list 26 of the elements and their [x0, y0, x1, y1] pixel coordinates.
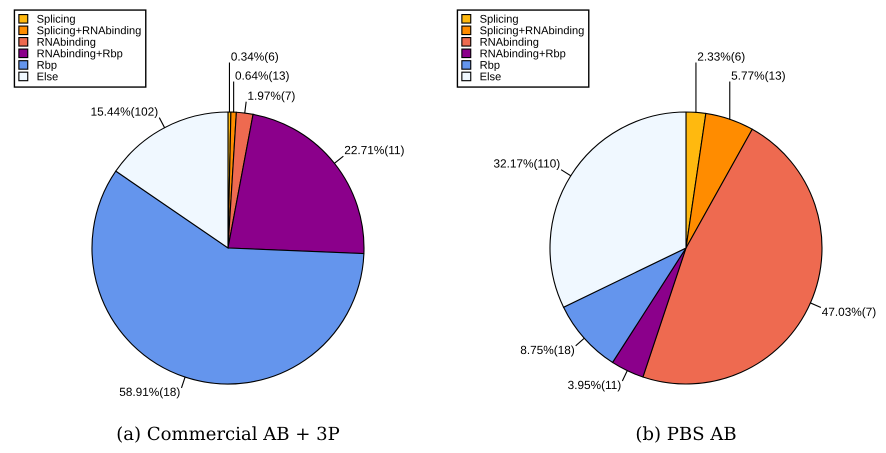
data-label: 1.97%(7): [248, 91, 295, 102]
text: (a) Commercial AB + 3P: [118, 426, 340, 443]
legend-label: Splicing+RNAbinding: [37, 26, 141, 36]
legend-label: Else: [480, 72, 501, 80]
data-label: 0.64%(13): [235, 71, 289, 82]
data-label: 47.03%(7): [822, 307, 876, 318]
legend-label: Else: [38, 72, 58, 80]
data-label: 0.34%(6): [231, 52, 278, 64]
data-label: 3.95%(11): [568, 380, 620, 392]
data-label: 15.44%(102): [91, 107, 158, 118]
legend-label: RNAbinding+Rbp: [480, 49, 566, 60]
data-label: 22.71%(11): [344, 146, 404, 157]
data-label: 8.75%(18): [520, 345, 574, 356]
legend-label: Rbp: [38, 60, 57, 72]
legend-label: RNAbinding: [38, 38, 96, 48]
data-label: 2.33%(6): [698, 52, 744, 64]
text: (b) PBS AB: [636, 426, 736, 443]
legend-label: Rbp: [480, 60, 500, 72]
legend-label: Splicing+RNAbinding: [480, 26, 584, 36]
legend-label: RNAbinding+Rbp: [38, 49, 122, 60]
legend-label: RNAbinding: [480, 38, 538, 48]
legend-label: Splicing: [37, 14, 75, 25]
legend-label: Splicing: [480, 14, 518, 25]
data-label: 58.91%(18): [120, 387, 180, 398]
data-label: 32.17%(110): [494, 158, 560, 170]
data-label: 5.77%(13): [732, 71, 785, 82]
